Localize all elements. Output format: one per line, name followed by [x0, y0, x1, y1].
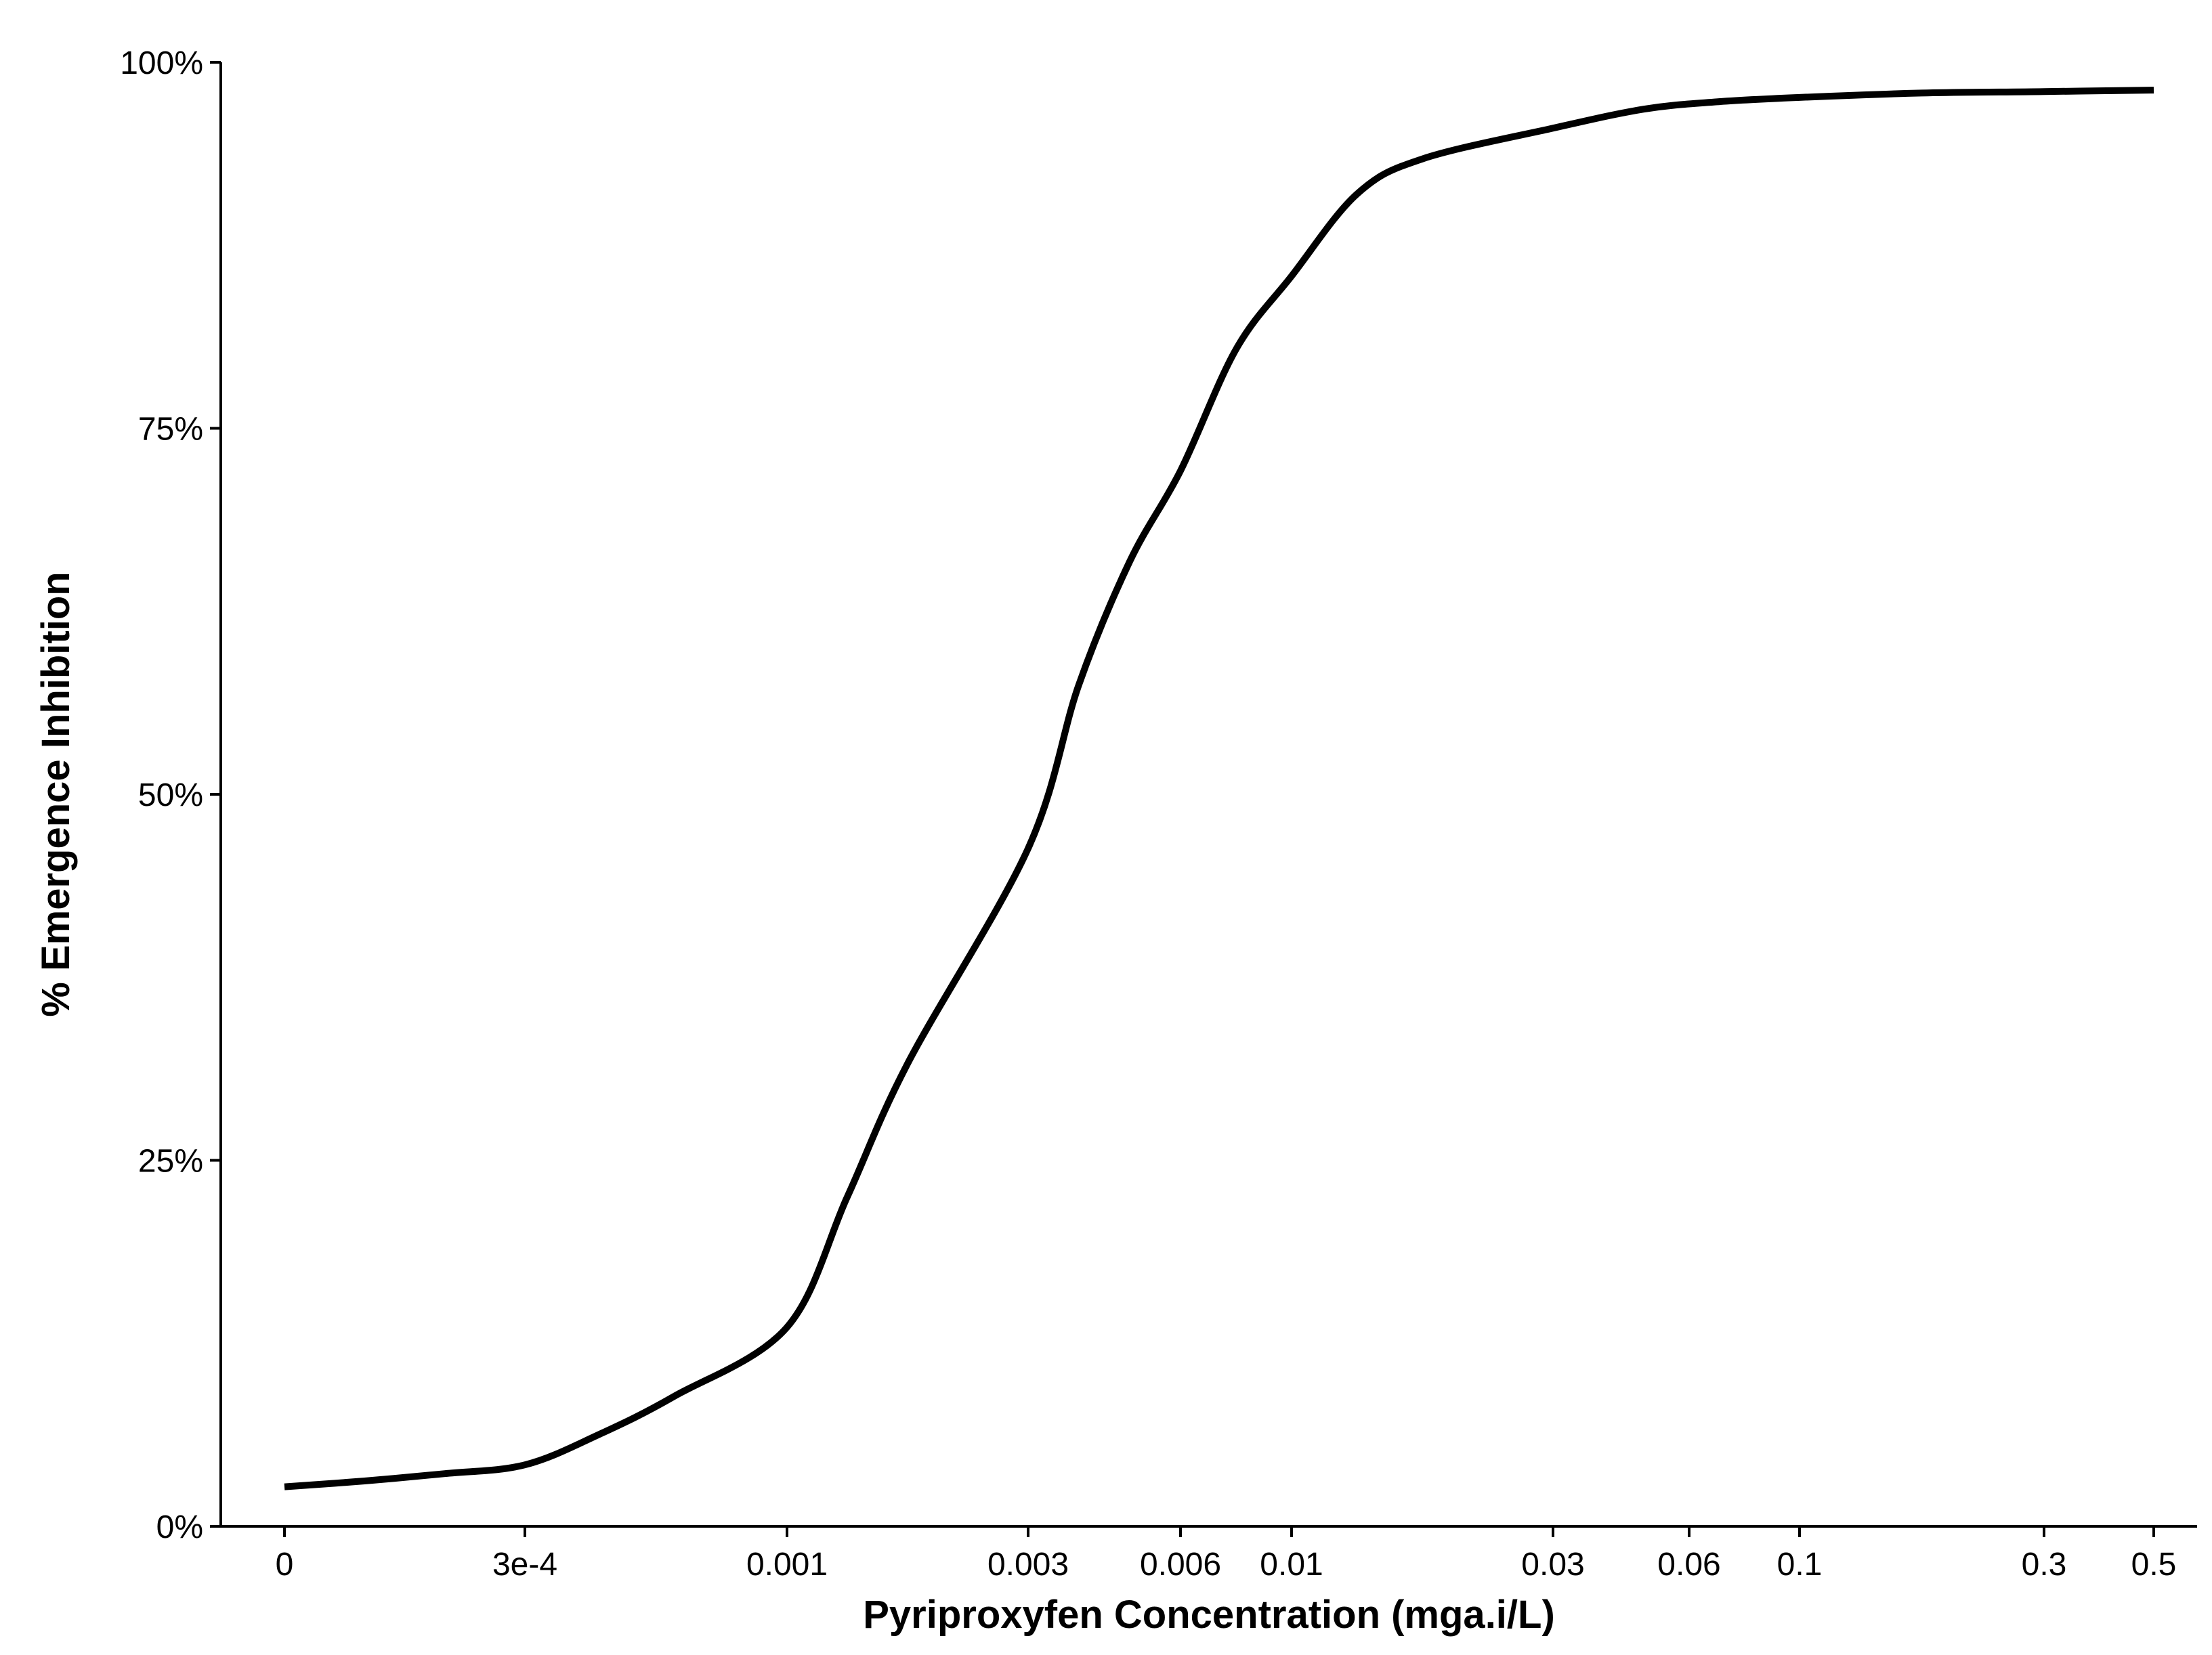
y-tick-label: 75% [138, 412, 203, 448]
x-tick-label: 0.003 [987, 1547, 1069, 1583]
axes [219, 62, 2197, 1528]
y-tick-label: 25% [138, 1144, 203, 1180]
x-tick-label: 0.5 [2131, 1547, 2177, 1583]
y-tick-label: 50% [138, 777, 203, 813]
x-tick-label: 0.006 [1140, 1547, 1221, 1583]
x-tick-label: 0.3 [2022, 1547, 2067, 1583]
x-tick-label: 0 [276, 1547, 294, 1583]
x-tick-label: 3e-4 [492, 1547, 557, 1583]
x-tick-label: 0.1 [1777, 1547, 1823, 1583]
x-axis-ticks: 0 3e-4 0.001 0.003 0.006 0.01 0.03 0.06 0.1 0.3 0.… [276, 1526, 2177, 1583]
x-tick-label: 0.06 [1657, 1547, 1720, 1583]
y-axis-title: % Emergence Inhibition [34, 572, 78, 1016]
x-tick-label: 0.01 [1260, 1547, 1323, 1583]
plot-area [284, 87, 2154, 1490]
x-axis-title: Pyriproxyfen Concentration (mga.i/L) [863, 1593, 1555, 1637]
y-axis-ticks: 0% 25% 50% 75% 100% [120, 45, 221, 1545]
y-tick-label: 0% [156, 1509, 203, 1545]
x-tick-label: 0.03 [1521, 1547, 1584, 1583]
x-tick-label: 0.001 [746, 1547, 828, 1583]
dose-response-curve [284, 87, 2154, 1490]
y-tick-label: 100% [120, 45, 203, 81]
